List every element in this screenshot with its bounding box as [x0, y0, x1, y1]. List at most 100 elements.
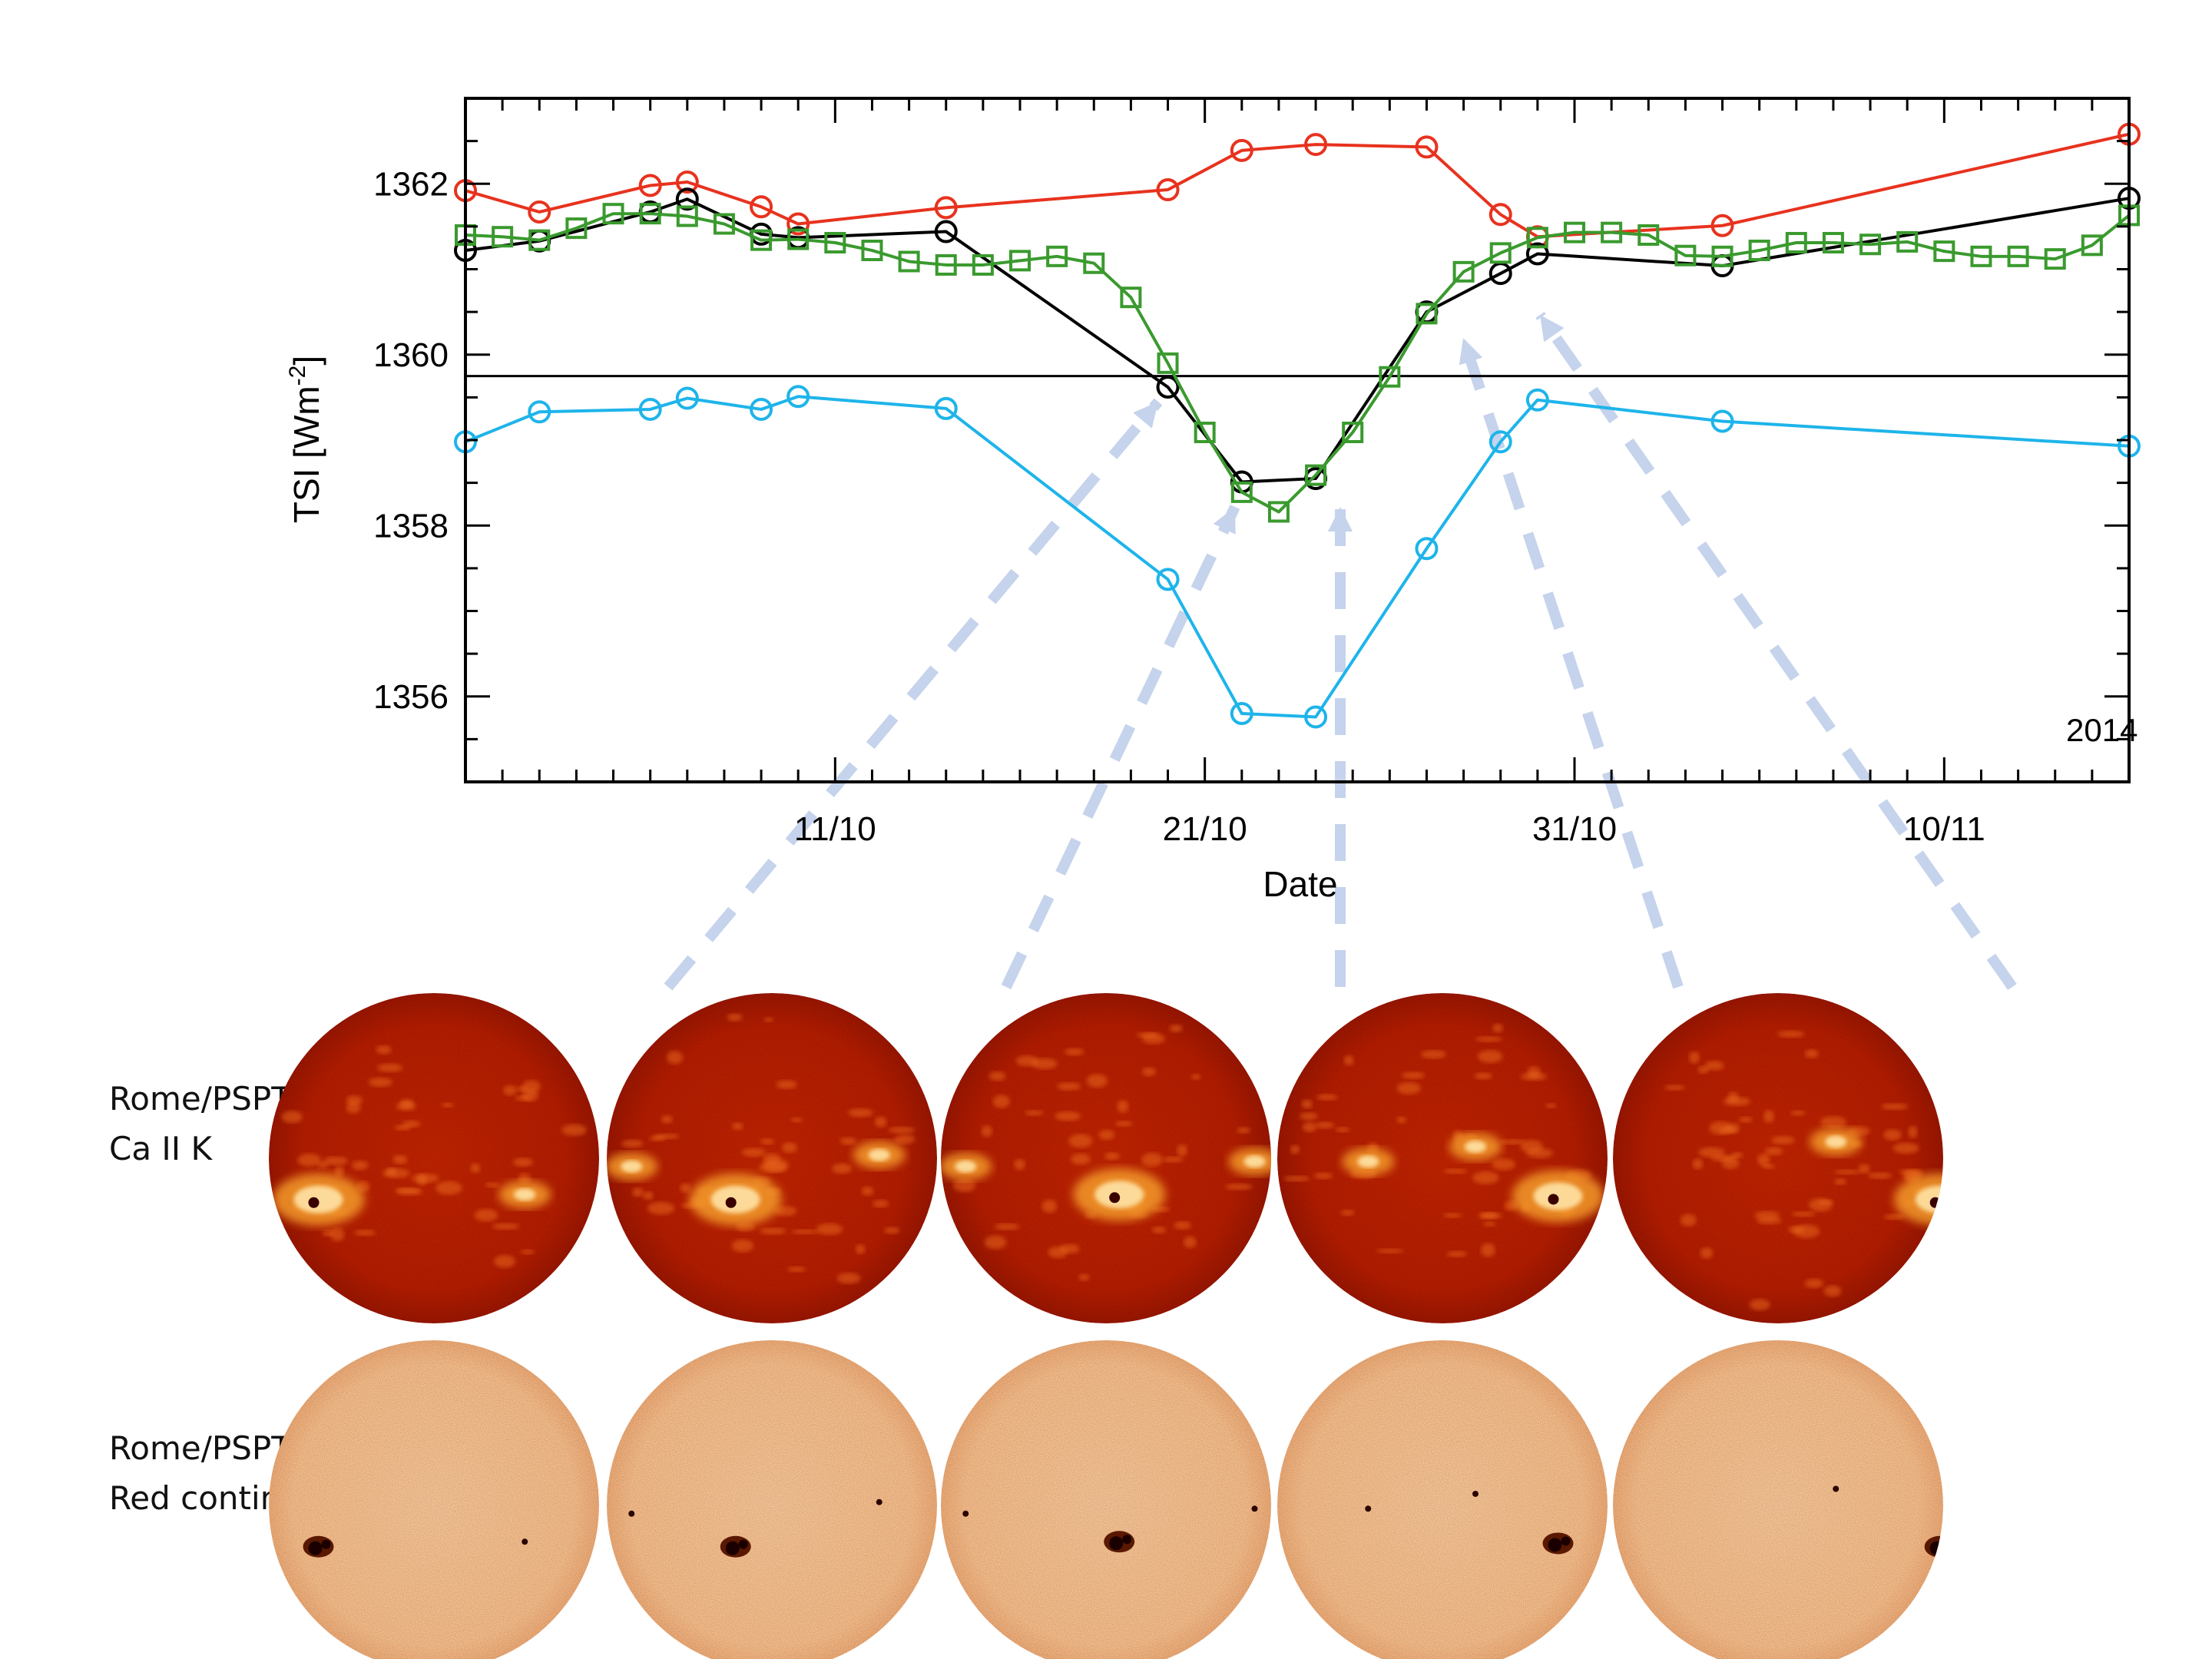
- network-patch: [1739, 1117, 1753, 1123]
- network-patch: [1757, 1154, 1770, 1167]
- solar-image-rows: Rome/PSPT Ca II K Rome/PSPT Red continuu…: [109, 993, 1943, 1659]
- network-patch: [1283, 1175, 1310, 1182]
- arrows-layer: [664, 311, 2017, 991]
- series-0-point: [1710, 214, 1734, 237]
- y-axis-title-exponent: -2: [285, 366, 310, 386]
- network-patch: [848, 1108, 873, 1118]
- disk-texture: [269, 993, 599, 1323]
- network-patch: [1804, 1278, 1823, 1289]
- series-3-point: [602, 203, 624, 225]
- series-0-point: [1230, 138, 1253, 162]
- series-3-point: [1601, 221, 1623, 243]
- network-patch: [1078, 1273, 1090, 1281]
- y-tick-label: 1358: [373, 507, 449, 545]
- series-3-point: [1526, 227, 1548, 249]
- network-patch: [855, 1244, 866, 1254]
- plage-core: [1094, 1181, 1144, 1209]
- network-patch: [395, 1187, 421, 1194]
- network-patch: [1883, 1129, 1902, 1141]
- network-patch: [1692, 1158, 1704, 1170]
- network-patch: [1908, 1125, 1918, 1138]
- network-patch: [561, 1124, 587, 1136]
- network-patch: [442, 1102, 455, 1108]
- network-patch: [1237, 1127, 1250, 1134]
- series-1: [454, 187, 2141, 494]
- arrow-line: [1458, 336, 1684, 989]
- series-3-point: [1157, 352, 1179, 374]
- network-patch: [1481, 1243, 1495, 1257]
- y-tick-labels: 1356 1358 1360 1362: [373, 165, 449, 716]
- series-3-line: [465, 212, 2131, 514]
- plot-frame: [464, 97, 2131, 783]
- network-patch: [368, 1078, 392, 1088]
- disk-texture: [941, 1340, 1271, 1659]
- network-patch: [1177, 1144, 1187, 1157]
- network-patch: [1420, 1050, 1446, 1059]
- network-patch: [382, 1168, 410, 1178]
- network-patch: [1834, 1178, 1846, 1185]
- network-patch: [492, 1223, 520, 1230]
- network-patch: [661, 1115, 673, 1124]
- series-3-point: [2044, 248, 2066, 270]
- network-patch: [816, 1223, 843, 1235]
- network-patch: [680, 1183, 691, 1193]
- network-patch: [470, 1163, 481, 1174]
- plage-core: [710, 1185, 760, 1214]
- network-patch: [485, 1182, 500, 1187]
- series-3-point: [2081, 234, 2103, 257]
- sunspot-umbra: [1929, 1197, 1941, 1208]
- tsi-plot: 1356 1358 1360 1362 11/10 21/10 31/10 10/11 20…: [285, 97, 2141, 904]
- network-patch: [873, 1200, 889, 1207]
- disk-texture: [1277, 993, 1608, 1323]
- sunspot-umbra: [308, 1541, 323, 1555]
- series-2-point: [1415, 537, 1439, 561]
- sunspot-umbra: [725, 1197, 737, 1208]
- series-2-point: [750, 397, 773, 421]
- network-patch: [1014, 1159, 1025, 1171]
- network-patch: [894, 1134, 916, 1144]
- network-patch: [1749, 1299, 1770, 1311]
- arrow-head: [1213, 507, 1236, 535]
- network-patch: [1141, 1067, 1157, 1077]
- series-3-point: [750, 229, 773, 251]
- series-0-point: [528, 200, 551, 224]
- disk-texture: [1613, 993, 1943, 1323]
- network-patch: [760, 1138, 774, 1145]
- disk-content: [1613, 1340, 1943, 1659]
- network-patch: [1525, 1147, 1553, 1158]
- network-patch: [1104, 1152, 1120, 1161]
- network-patch: [351, 1161, 369, 1171]
- disk-content: [607, 993, 937, 1323]
- network-patch: [1302, 1121, 1316, 1132]
- network-patch: [1820, 1116, 1847, 1128]
- series-1-point: [934, 220, 958, 243]
- sunspot-umbra: [1109, 1192, 1121, 1204]
- network-patch: [776, 1080, 797, 1089]
- network-patch: [1057, 1082, 1081, 1091]
- series-2-point: [1525, 388, 1549, 412]
- series-3-point: [1194, 421, 1216, 443]
- series-0-point: [1304, 133, 1328, 157]
- network-patch: [1071, 1153, 1091, 1165]
- network-patch: [832, 1163, 852, 1174]
- disk-texture: [607, 1340, 937, 1659]
- network-patch: [520, 1249, 535, 1255]
- series-3-point: [1637, 224, 1660, 246]
- network-patch: [1727, 1091, 1739, 1103]
- series-3-point: [1859, 233, 1882, 256]
- series-3-point: [1896, 230, 1919, 253]
- series-0-point: [750, 195, 773, 219]
- sunspot-small: [876, 1498, 882, 1505]
- sunspot-small: [1833, 1485, 1839, 1492]
- network-patch: [1174, 1221, 1191, 1230]
- sunspot-umbra: [1109, 1536, 1124, 1551]
- solar-disk-caiik-3: [941, 993, 1271, 1323]
- series-0: [454, 122, 2141, 249]
- network-patch: [1401, 1071, 1425, 1079]
- network-patch: [1482, 1221, 1496, 1227]
- series-3: [455, 203, 2140, 523]
- network-patch: [1290, 1144, 1300, 1154]
- x-tick-label: 31/10: [1532, 810, 1617, 848]
- network-patch: [782, 1142, 797, 1153]
